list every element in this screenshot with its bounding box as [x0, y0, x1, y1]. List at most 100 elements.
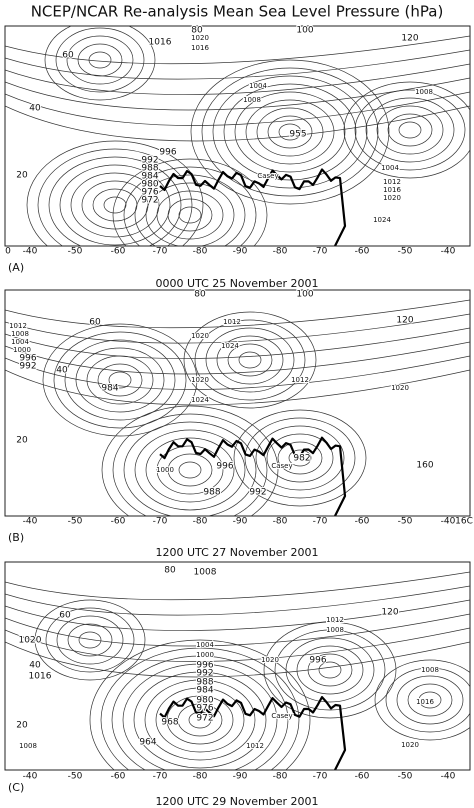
contour-label: 980 — [196, 696, 213, 706]
isobar — [267, 115, 313, 149]
isobar — [277, 441, 323, 475]
isobar — [44, 26, 156, 101]
longitude-label: -70 — [153, 517, 168, 527]
contour-label: Casey — [257, 172, 278, 180]
contour-label: 40 — [56, 366, 68, 376]
contour-label: 992 — [19, 362, 36, 372]
isobar — [5, 105, 470, 142]
isobar — [285, 637, 375, 703]
contour-label: 1020 — [19, 636, 42, 646]
isobar — [212, 75, 368, 189]
panels: 0 -40 -50 -60 -70 -80 -90 -80 -70 -60 -50 -40 80 100 1… — [4, 25, 473, 808]
isobar — [5, 49, 470, 80]
isobar — [97, 363, 143, 397]
isobar — [53, 331, 187, 429]
longitude-label: -40 — [441, 517, 456, 527]
isobar — [123, 421, 257, 516]
contour-label: 992 — [196, 669, 213, 679]
longitude-label: -90 — [233, 247, 248, 257]
isobar — [354, 89, 466, 171]
isobar — [387, 113, 433, 147]
isobar — [144, 679, 256, 761]
contour-label: 1012 — [383, 178, 401, 186]
contour-label: 996 — [309, 656, 326, 666]
isobar — [205, 327, 295, 393]
isobar — [365, 97, 455, 163]
longitude-label: -70 — [153, 247, 168, 257]
panel-label: (A) — [8, 261, 24, 274]
isobar — [133, 671, 267, 769]
isobar — [5, 355, 470, 390]
map-frame — [4, 289, 471, 517]
isobar — [55, 27, 145, 93]
figure-title: NCEP/NCAR Re-analysis Mean Sea Level Pre… — [31, 3, 444, 21]
longitude-label: -90 — [233, 517, 248, 527]
longitude-label: -50 — [398, 517, 413, 527]
contour-label: 1008 — [415, 88, 433, 96]
longitude-label: -50 — [398, 247, 413, 257]
isobar — [398, 121, 422, 139]
isobar — [5, 341, 470, 375]
longitude-label: -40 — [23, 247, 38, 257]
contour-label: 1020 — [261, 656, 279, 664]
contour-label: 1020 — [391, 384, 409, 392]
map-frame — [4, 25, 471, 247]
contour-label: 972 — [141, 196, 158, 206]
isobar — [227, 343, 273, 377]
isobar — [86, 355, 154, 405]
longitude-label: -50 — [68, 772, 83, 782]
contour-label: 120 — [381, 608, 398, 618]
isobar — [223, 83, 357, 181]
isobar — [167, 198, 213, 232]
isobar — [5, 63, 470, 95]
contour-label: 1012 — [9, 322, 27, 330]
isobar — [194, 319, 306, 401]
isobar — [78, 631, 102, 649]
coastline — [159, 696, 347, 770]
isobar — [156, 190, 224, 240]
isobar — [156, 445, 224, 495]
contour-label: 80 — [164, 566, 176, 576]
isobar — [42, 323, 198, 437]
longitude-label: -60 — [355, 517, 370, 527]
contour-label: 1008 — [243, 96, 261, 104]
longitude-label: -40 — [441, 247, 456, 257]
contour-label: 984 — [196, 686, 213, 696]
longitude-label: -60 — [111, 772, 126, 782]
isobar — [5, 327, 470, 359]
isobar — [5, 369, 470, 406]
isobar — [92, 188, 138, 222]
longitude-label: -70 — [313, 772, 328, 782]
contour-label: 976 — [141, 188, 158, 198]
contour-label: 40 — [29, 104, 41, 114]
contour-label: 160 — [416, 461, 433, 471]
isobar — [70, 172, 160, 238]
longitude-label: -50 — [68, 247, 83, 257]
map-panel: 0 -40 -50 -60 -70 -80 -90 -80 -70 -60 -50 -40 80 100 1… — [4, 25, 471, 290]
isobar — [190, 59, 390, 205]
isobar — [66, 35, 134, 85]
contour-label: 1024 — [373, 216, 391, 224]
isobar — [48, 156, 182, 246]
contour-label: 1000 — [196, 651, 214, 659]
isobar — [167, 453, 213, 487]
isobar — [145, 182, 235, 246]
contour-label: 1020 — [401, 741, 419, 749]
longitude-label: -80 — [193, 772, 208, 782]
contour-label: 1004 — [11, 338, 29, 346]
longitude-label: -40 — [441, 772, 456, 782]
isobar — [178, 206, 202, 224]
isobar — [112, 158, 268, 246]
isobar — [56, 615, 124, 665]
isobar — [88, 51, 112, 69]
isobar — [318, 661, 342, 679]
contour-label: 984 — [101, 384, 118, 394]
isobar — [244, 417, 356, 499]
contour-label: 988 — [196, 678, 213, 688]
longitude-label: -80 — [193, 517, 208, 527]
contour-label: 1016 — [149, 38, 172, 48]
map-panel: -40 -50 -60 -70 -80 -90 -80 -70 -60 -50 -40 80 1008 6… — [4, 561, 471, 808]
contour-label: 80 — [194, 290, 206, 300]
isobar — [177, 703, 223, 737]
